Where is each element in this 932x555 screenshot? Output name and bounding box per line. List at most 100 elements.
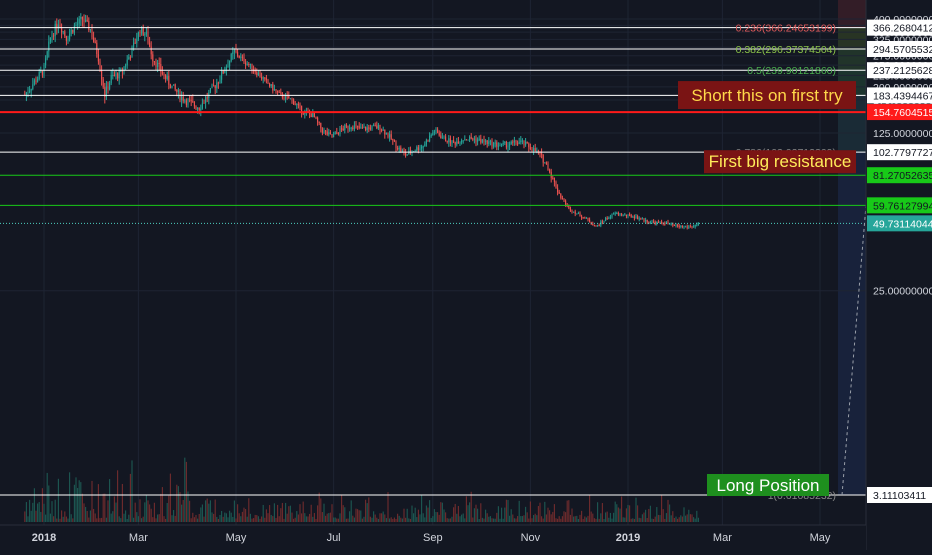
volume-bar (408, 518, 410, 522)
candle-body (475, 138, 477, 142)
candle-body (51, 35, 53, 38)
volume-bar (91, 480, 93, 522)
volume-bar (485, 509, 487, 522)
candle-body (664, 223, 666, 225)
volume-bar (697, 517, 699, 522)
volume-bar (565, 512, 567, 522)
volume-bar (120, 518, 122, 522)
candle-body (573, 211, 575, 213)
volume-bar (523, 515, 525, 522)
candle-body (419, 148, 421, 151)
volume-bar (353, 517, 355, 522)
volume-bar (62, 516, 64, 522)
volume-bar (397, 513, 399, 522)
volume-bar (624, 517, 626, 522)
volume-bar (489, 516, 491, 522)
volume-bar (509, 515, 511, 522)
candle-body (69, 33, 71, 40)
candle-body (521, 140, 523, 142)
volume-bar (333, 517, 335, 522)
volume-bar (336, 518, 338, 522)
candle-body (301, 105, 303, 114)
volume-bar (534, 513, 536, 522)
volume-bar (117, 470, 119, 522)
candle-body (561, 197, 563, 200)
volume-bar (539, 502, 541, 522)
candle-body (277, 90, 279, 92)
volume-bar (598, 518, 600, 522)
volume-bar (328, 513, 330, 522)
candle-body (509, 144, 511, 146)
volume-bar (67, 518, 69, 522)
volume-bar (563, 511, 565, 522)
volume-bar (115, 502, 117, 522)
volume-bar (581, 510, 583, 522)
fib-zone (838, 0, 866, 19)
candle-body (697, 222, 699, 225)
candle-body (584, 217, 586, 219)
candle-body (670, 223, 672, 225)
volume-bar (104, 493, 106, 522)
candle-body (539, 152, 541, 154)
volume-bar (81, 493, 83, 522)
candle-body (142, 26, 144, 36)
candle-body (190, 100, 192, 102)
candle-body (96, 42, 98, 55)
volume-bar (41, 488, 43, 522)
volume-bar (637, 505, 639, 522)
candle-body (646, 219, 648, 223)
volume-bar (112, 511, 114, 522)
volume-bar (656, 507, 658, 522)
long-annotation-box (707, 474, 829, 496)
volume-bar (105, 517, 107, 522)
candle-body (672, 223, 674, 226)
candle-body (605, 218, 607, 221)
candle-body (46, 51, 48, 59)
volume-bar (312, 516, 314, 522)
candle-body (54, 23, 56, 36)
candle-body (336, 132, 338, 134)
candle-body (545, 162, 547, 164)
volume-bar (168, 495, 170, 522)
candle-body (536, 150, 538, 152)
price-tick-label: 25.00000000 (873, 286, 932, 298)
volume-bar (597, 502, 599, 522)
volume-bar (512, 514, 514, 522)
volume-bar (571, 508, 573, 522)
candle-body (480, 138, 482, 143)
volume-bar (171, 515, 173, 522)
candle-body (641, 218, 643, 220)
volume-bar (480, 503, 482, 522)
volume-bar (270, 514, 272, 522)
candle-body (625, 214, 627, 216)
grid (0, 0, 866, 525)
candle-body (152, 54, 154, 62)
volume-bar (211, 512, 213, 522)
resistance-price-tag-box (867, 167, 932, 184)
volume-bar (696, 510, 698, 522)
resistance-price-tag-text: 81.27052635 (873, 170, 932, 182)
candle-body (328, 132, 330, 135)
short-price-tag-text: 154.76045157 (873, 107, 932, 119)
volume-bar (510, 509, 512, 522)
candle-body (270, 84, 272, 87)
volume-bar (529, 501, 531, 522)
volume-bar (358, 510, 360, 522)
volume-bar (360, 510, 362, 522)
candle-body (216, 82, 218, 89)
candle-body (598, 225, 600, 227)
volume-bar (230, 512, 232, 522)
volume-bar (237, 504, 239, 522)
candle-body (603, 220, 605, 223)
volume-bar (667, 499, 669, 522)
volume-bar (585, 517, 587, 522)
volume-bar (345, 518, 347, 522)
volume-bar (681, 516, 683, 522)
volume-bar (526, 512, 528, 522)
volume-bar (601, 503, 603, 522)
volume-bar (283, 518, 285, 522)
volume-bar (187, 491, 189, 522)
volume-bar (363, 516, 365, 522)
